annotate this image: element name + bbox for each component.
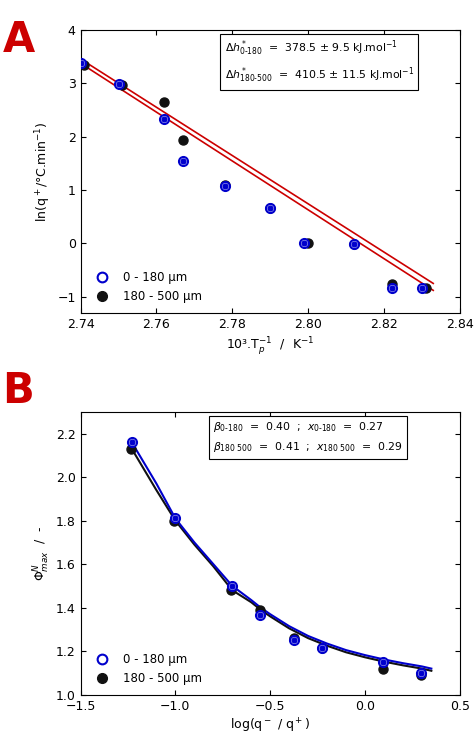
Legend: 0 - 180 μm, 180 - 500 μm: 0 - 180 μm, 180 - 500 μm [86,650,206,689]
Y-axis label: $\Phi^N_{max}$  /  -: $\Phi^N_{max}$ / - [32,526,52,581]
Text: $\Delta h^*_{0\text{-}180}$  =  378.5 $\pm$ 9.5 kJ.mol$^{-1}$
$\Delta h^*_{180\t: $\Delta h^*_{0\text{-}180}$ = 378.5 $\pm… [225,38,414,85]
Legend: 0 - 180 μm, 180 - 500 μm: 0 - 180 μm, 180 - 500 μm [86,268,206,307]
Text: $\beta_{0\text{-}180}$  =  0.40  ;  $x_{0\text{-}180}$  =  0.27
$\beta_{180\ 500: $\beta_{0\text{-}180}$ = 0.40 ; $x_{0\te… [213,421,402,454]
Text: A: A [2,19,35,61]
X-axis label: 10³.T$_p^{-1}$  /  K$^{-1}$: 10³.T$_p^{-1}$ / K$^{-1}$ [226,335,314,357]
X-axis label: log(q$^-$ / q$^+$): log(q$^-$ / q$^+$) [230,716,310,735]
Text: B: B [2,370,34,412]
Y-axis label: ln(q$^+$/°C.min$^{-1}$): ln(q$^+$/°C.min$^{-1}$) [34,121,53,222]
